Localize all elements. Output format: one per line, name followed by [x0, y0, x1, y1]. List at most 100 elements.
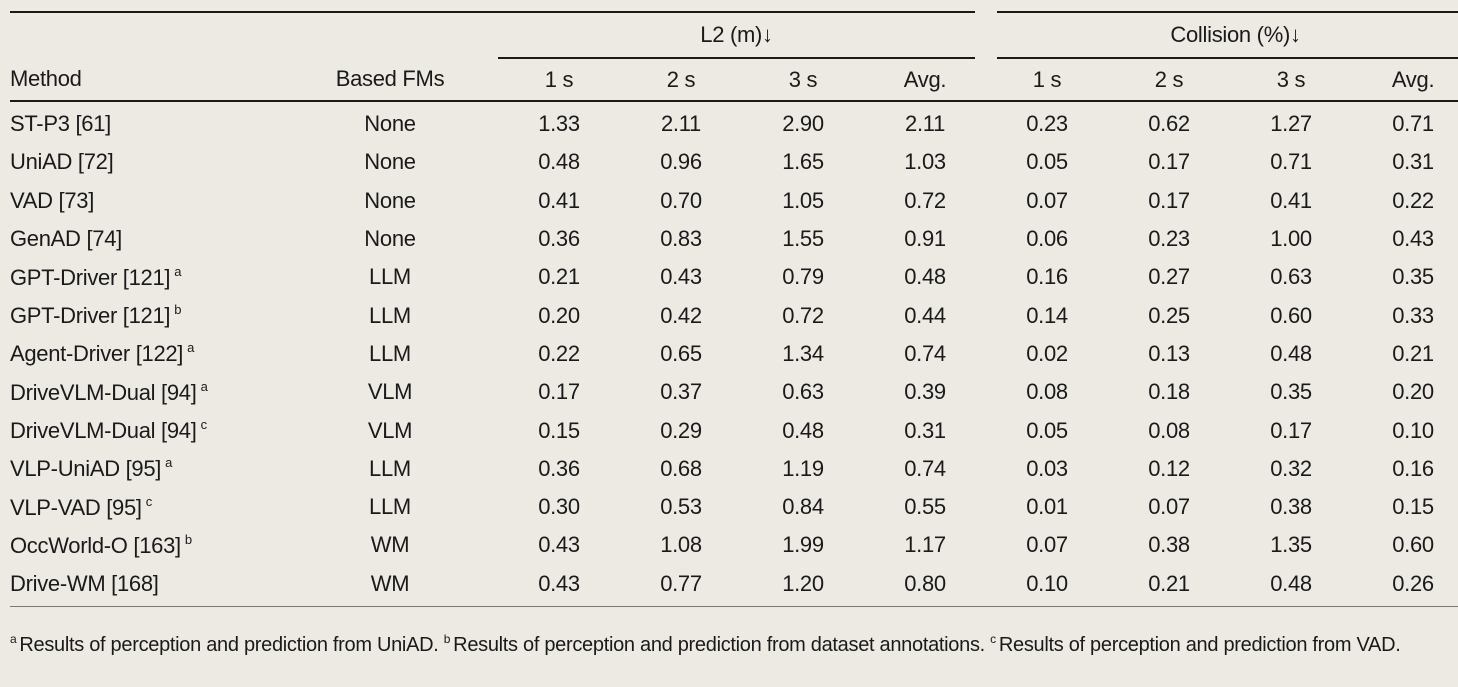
table-row: GPT-Driver [121] b LLM 0.20 0.42 0.72 0.44 0.14…: [10, 296, 1458, 334]
table-body: ST-P3 [61] None 1.33 2.11 2.90 2.11 0.23 0.62 1.…: [10, 101, 1458, 607]
cell-l2: 0.22: [538, 340, 580, 366]
cell-collision: 0.05: [1026, 417, 1068, 443]
cell-l2: 0.48: [904, 264, 946, 290]
cell-collision: 0.01: [1026, 494, 1068, 520]
column-header: 3 s: [1230, 58, 1353, 102]
column-header: Avg.: [864, 58, 987, 102]
cell-collision: 0.22: [1392, 187, 1434, 213]
group-header-collision: Collision (%)↓: [975, 11, 1458, 59]
cell-method: VLP-UniAD [95] a: [10, 455, 173, 482]
cell-collision: 0.17: [1148, 149, 1190, 175]
cell-method: GPT-Driver [121] a: [10, 263, 182, 290]
cell-l2: 0.53: [660, 494, 702, 520]
cell-based-fm: VLM: [367, 379, 413, 405]
table-row: UniAD [72] None 0.48 0.96 1.65 1.03 0.05 0.17 0.…: [10, 143, 1458, 181]
cell-l2: 0.43: [538, 532, 580, 558]
cell-method: VLP-VAD [95] c: [10, 493, 153, 520]
cell-l2: 0.29: [660, 417, 702, 443]
cell-l2: 0.65: [660, 340, 702, 366]
footnote-b: b Results of perception and prediction fr…: [443, 632, 985, 656]
cell-based-fm: None: [364, 226, 416, 252]
cell-collision: 0.60: [1392, 532, 1434, 558]
table-row: VAD [73] None 0.41 0.70 1.05 0.72 0.07 0.17 0.41…: [10, 182, 1458, 220]
cell-method: GPT-Driver [121] b: [10, 302, 182, 329]
cell-collision: 0.41: [1270, 187, 1312, 213]
cell-l2: 0.36: [538, 226, 580, 252]
footnote-marker: c: [145, 493, 153, 509]
cell-based-fm: None: [364, 111, 416, 137]
cell-collision: 0.08: [1026, 379, 1068, 405]
cell-collision: 0.20: [1392, 379, 1434, 405]
cell-collision: 0.10: [1392, 417, 1434, 443]
column-header: 2 s: [620, 58, 742, 102]
cell-based-fm: None: [364, 187, 416, 213]
column-header: 2 s: [1108, 58, 1231, 102]
cell-l2: 1.19: [782, 455, 824, 481]
cell-l2: 0.72: [782, 302, 824, 328]
cell-collision: 0.17: [1270, 417, 1312, 443]
cell-collision: 0.33: [1392, 302, 1434, 328]
column-gap: [470, 335, 498, 373]
cell-l2: 0.17: [538, 379, 580, 405]
column-gap: [470, 258, 498, 296]
column-gap: [470, 373, 498, 411]
cell-collision: 0.23: [1026, 111, 1068, 137]
cell-l2: 1.08: [660, 532, 702, 558]
table-row: VLP-UniAD [95] a LLM 0.36 0.68 1.19 0.74 0.03 0.…: [10, 450, 1458, 488]
cell-method: GenAD [74]: [10, 226, 122, 252]
cell-collision: 0.07: [1026, 187, 1068, 213]
column-header: 1 s: [986, 58, 1109, 102]
cell-l2: 1.17: [904, 532, 946, 558]
cell-based-fm: None: [364, 149, 416, 175]
cell-collision: 0.03: [1026, 455, 1068, 481]
cell-l2: 0.15: [538, 417, 580, 443]
cell-l2: 0.31: [904, 417, 946, 443]
table-row: GPT-Driver [121] a LLM 0.21 0.43 0.79 0.48 0.16…: [10, 258, 1458, 296]
cell-l2: 0.37: [660, 379, 702, 405]
cell-collision: 0.21: [1108, 564, 1231, 607]
cell-collision: 0.63: [1270, 264, 1312, 290]
cell-collision: 0.05: [1026, 149, 1068, 175]
cell-collision: 0.07: [1026, 532, 1068, 558]
cell-based-fm: VLM: [367, 417, 413, 443]
column-gap: [470, 220, 498, 258]
footnote-marker: b: [174, 302, 182, 318]
cell-l2: 0.83: [660, 226, 702, 252]
cell-collision: 0.43: [1392, 226, 1434, 252]
cell-collision: 0.07: [1148, 494, 1190, 520]
footnotes: a Results of perception and prediction fr…: [10, 624, 1450, 660]
column-header: Avg.: [1352, 58, 1458, 102]
cell-collision: 0.31: [1392, 149, 1434, 175]
cell-collision: 0.60: [1270, 302, 1312, 328]
cell-collision: 0.16: [1026, 264, 1068, 290]
cell-collision: 0.18: [1148, 379, 1190, 405]
cell-l2: 0.74: [904, 455, 946, 481]
table-row: Agent-Driver [122] a LLM 0.22 0.65 1.34 0.74 0.…: [10, 335, 1458, 373]
cell-collision: 0.15: [1392, 494, 1434, 520]
footnote-c: c Results of perception and prediction fr…: [990, 632, 1401, 656]
cell-l2: 0.44: [904, 302, 946, 328]
column-header-row: Method Based FMs 1 s 2 s 3 s Avg. 1 s 2 …: [10, 58, 1458, 102]
table-row: DriveVLM-Dual [94] c VLM 0.15 0.29 0.48 0.31 0.…: [10, 411, 1458, 449]
cell-based-fm: WM: [370, 532, 410, 558]
group-header-row: L2 (m)↓ Collision (%)↓: [10, 11, 1458, 59]
column-header: 3 s: [742, 58, 864, 102]
cell-collision: 0.32: [1270, 455, 1312, 481]
table-row: OccWorld-O [163] b WM 0.43 1.08 1.99 1.17 0.07 0…: [10, 526, 1458, 564]
cell-collision: 0.35: [1392, 264, 1434, 290]
table-row: VLP-VAD [95] c LLM 0.30 0.53 0.84 0.55 0.01 0.07…: [10, 488, 1458, 526]
column-gap: [470, 488, 498, 526]
cell-collision: 1.35: [1270, 532, 1312, 558]
column-gap: [470, 450, 498, 488]
cell-collision: 1.27: [1270, 111, 1312, 137]
cell-collision: 0.38: [1270, 494, 1312, 520]
cell-collision: 0.26: [1352, 564, 1458, 607]
column-gap: [470, 526, 498, 564]
cell-l2: 0.68: [660, 455, 702, 481]
cell-method: DriveVLM-Dual [94] c: [10, 417, 207, 444]
cell-based-fm: LLM: [369, 340, 411, 366]
cell-l2: 0.80: [864, 564, 987, 607]
cell-l2: 0.48: [538, 149, 580, 175]
cell-collision: 0.02: [1026, 340, 1068, 366]
